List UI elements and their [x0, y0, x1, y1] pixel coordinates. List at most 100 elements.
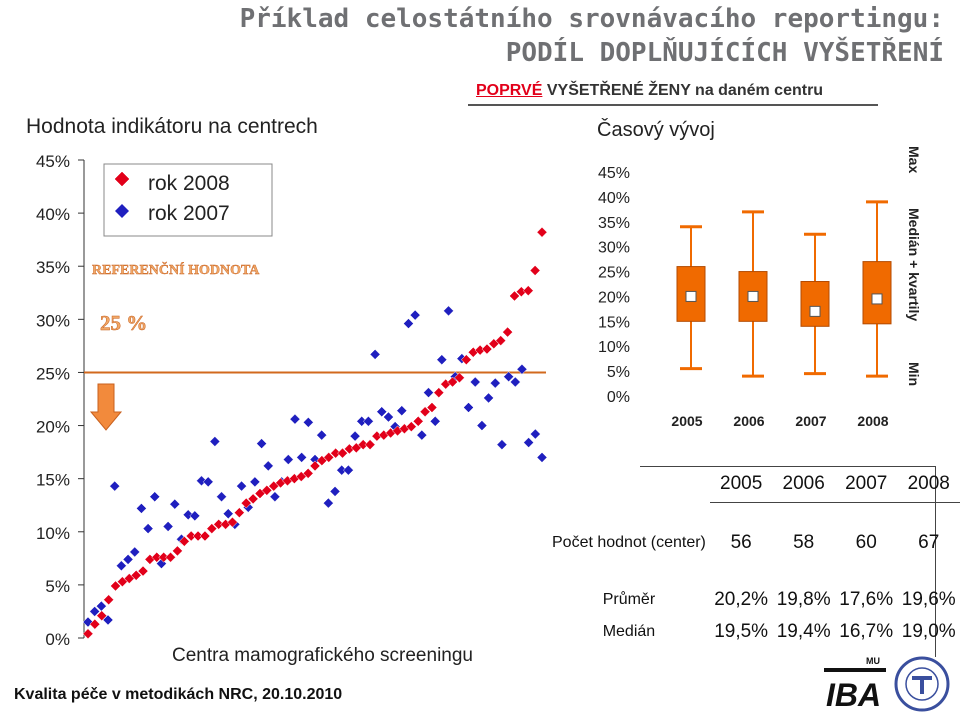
left-y-tick-label: 15% — [36, 471, 70, 490]
point-2008 — [460, 354, 472, 366]
row-label-count: Počet hodnot (center) — [552, 534, 706, 551]
point-2008 — [96, 610, 108, 622]
box-plots — [676, 200, 892, 378]
year-header: 2005 — [709, 466, 773, 503]
min-label: Min — [906, 362, 922, 387]
point-2008 — [227, 516, 238, 528]
point-2007 — [236, 480, 247, 492]
right-y-tick-label: 5% — [607, 364, 630, 381]
point-2007 — [436, 354, 448, 366]
subtitle-divider — [468, 104, 878, 106]
point-2008 — [110, 580, 121, 592]
year-header: 2008 — [897, 466, 960, 503]
box-plot-2007 — [800, 232, 830, 376]
point-2008 — [323, 452, 335, 463]
quartile-box — [800, 281, 830, 327]
point-2008 — [502, 326, 513, 338]
point-2008 — [247, 493, 259, 505]
logo-bar-icon — [824, 668, 886, 672]
point-2007 — [256, 438, 267, 449]
point-2007 — [142, 523, 154, 534]
table-row: Medián 19,5% 19,4% 16,7% 19,0% — [548, 617, 960, 647]
right-x-tick-label: 2006 — [733, 413, 764, 429]
table-row: Průměr 20,2% 19,8% 17,6% 19,6% — [548, 583, 960, 617]
reference-value-label: 25 % — [100, 311, 147, 335]
left-y-tick-label: 25% — [36, 364, 70, 383]
left-y-tick-label: 5% — [45, 577, 70, 596]
point-2008 — [137, 565, 149, 577]
point-2007 — [109, 480, 121, 492]
legend-label-2007: rok 2007 — [148, 202, 230, 225]
table-cell: 67 — [918, 531, 940, 553]
median-marker — [685, 290, 697, 302]
point-2007 — [196, 475, 207, 487]
point-2008 — [172, 545, 183, 557]
point-2008 — [405, 421, 417, 432]
right-y-tick-label: 45% — [598, 165, 630, 182]
table-cell: 19,8% — [776, 588, 831, 610]
table-cell: 19,5% — [714, 620, 769, 642]
point-2008 — [103, 594, 114, 606]
point-2007 — [383, 411, 394, 423]
point-2007 — [369, 349, 381, 360]
point-2007 — [503, 371, 514, 383]
left-y-tickmarks — [78, 159, 84, 639]
point-2007 — [509, 376, 521, 388]
right-y-tick-label: 10% — [598, 339, 630, 356]
row-label-median: Medián — [602, 623, 656, 640]
table-cell: 16,7% — [839, 620, 894, 642]
left-y-tick-label: 30% — [36, 311, 70, 330]
page-title-line1: Příklad celostátního srovnávacího report… — [239, 4, 944, 34]
point-2008 — [433, 387, 445, 398]
box-plot-2005 — [676, 225, 706, 371]
left-y-tick-label: 40% — [36, 205, 70, 224]
point-2008 — [364, 439, 376, 451]
point-2007 — [289, 413, 301, 425]
point-2007 — [222, 508, 234, 520]
point-2008 — [419, 406, 431, 418]
point-2007 — [516, 363, 528, 375]
right-x-tick-label: 2005 — [671, 413, 702, 429]
timeseries-box-chart: 45%40%35%30%25%20%15%10%5%0% 2005 2006 200… — [598, 165, 892, 429]
right-y-axis: 45% 40% 35% 30% 25% 20% 15% 10% 5% 0% — [598, 165, 630, 406]
row-label-mean: Průměr — [602, 591, 656, 608]
point-2007 — [82, 616, 94, 628]
table-cell: 20,2% — [714, 588, 769, 610]
median-quartiles-label: Medián + kvartily — [906, 208, 922, 322]
subtitle-rest: VYŠETŘENÉ ŽENY na daném centru — [542, 82, 824, 99]
year-header: 2007 — [834, 466, 898, 503]
point-2008 — [529, 265, 541, 276]
subtitle-emphasis: POPRVÉ — [476, 82, 543, 99]
point-2007 — [122, 554, 134, 565]
left-y-tick-label: 10% — [36, 524, 70, 543]
point-2008 — [495, 335, 507, 346]
left-y-tick-label: 20% — [36, 418, 70, 437]
point-2007 — [182, 509, 194, 521]
point-2007 — [189, 510, 201, 522]
point-2008 — [447, 376, 458, 388]
table-cell: 58 — [793, 531, 815, 553]
reference-label: REFERENČNÍ HODNOTA — [92, 261, 260, 278]
indicator-scatter-chart: 45% 40% 35% 30% 25% 20% 15% 10% 5% 0% rok 2008 ro… — [36, 152, 548, 666]
year-header: 2006 — [772, 466, 835, 503]
right-y-tick-label: 35% — [598, 215, 630, 232]
point-2008 — [412, 415, 424, 427]
point-2007 — [316, 429, 328, 441]
point-2007 — [409, 309, 421, 321]
right-y-tick-label: 0% — [607, 389, 630, 406]
point-2008 — [481, 343, 493, 355]
table-cell: 19,0% — [901, 620, 956, 642]
point-2008 — [130, 569, 142, 581]
right-chart-title: Časový vývoj — [597, 119, 715, 141]
point-2007 — [302, 417, 314, 428]
point-2007 — [169, 498, 181, 510]
mu-logo-text: MU — [866, 656, 880, 666]
table-cell: 19,4% — [776, 620, 831, 642]
point-2007 — [136, 503, 147, 514]
point-2007 — [429, 415, 441, 427]
point-2007 — [343, 464, 354, 476]
point-2007 — [529, 428, 541, 440]
right-y-tick-label: 40% — [598, 190, 630, 207]
left-y-tick-label: 35% — [36, 258, 70, 277]
point-2007 — [282, 454, 294, 465]
